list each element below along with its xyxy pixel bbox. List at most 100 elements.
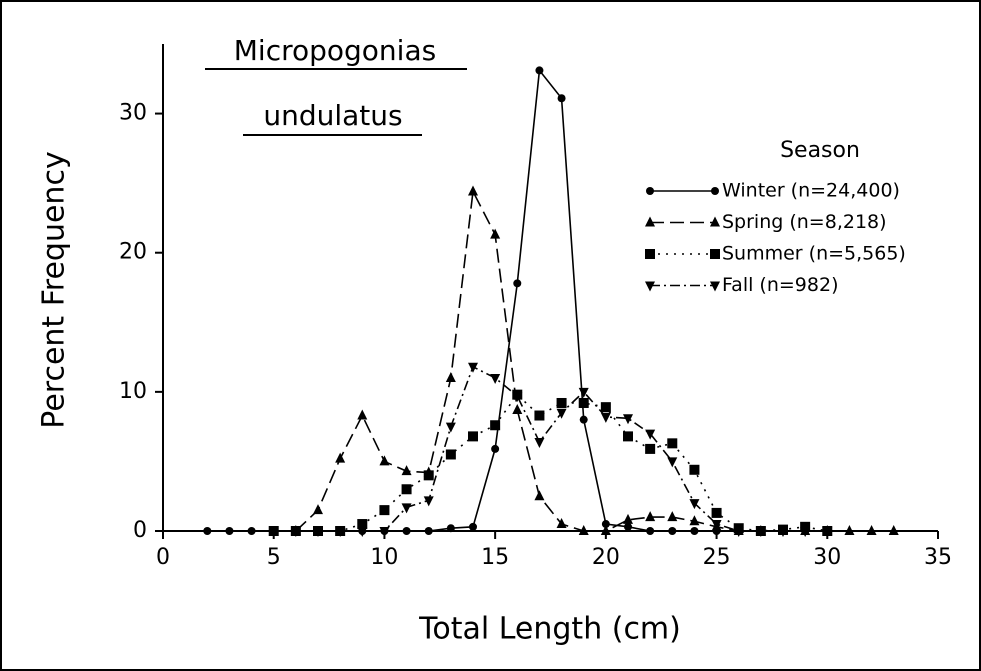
marker <box>268 526 279 536</box>
marker <box>225 527 234 535</box>
marker <box>866 525 877 535</box>
marker <box>711 507 722 518</box>
marker <box>844 525 855 535</box>
marker <box>335 452 346 463</box>
marker <box>624 522 632 531</box>
marker <box>689 499 700 510</box>
marker <box>491 444 500 453</box>
marker <box>689 515 700 526</box>
y-tick-label: 30 <box>119 101 147 126</box>
legend-label: Summer (n=5,565) <box>722 243 906 265</box>
marker <box>535 66 544 75</box>
marker <box>601 520 610 529</box>
marker <box>490 228 501 239</box>
marker <box>445 422 456 433</box>
marker <box>579 415 588 424</box>
marker <box>667 511 678 522</box>
marker <box>512 403 523 414</box>
marker <box>668 527 677 535</box>
marker <box>534 437 545 448</box>
marker <box>423 470 434 481</box>
x-tick-label: 0 <box>156 545 170 570</box>
marker <box>822 527 833 537</box>
legend-title: Season <box>780 138 860 163</box>
marker <box>445 449 456 460</box>
x-tick-label: 35 <box>924 545 952 570</box>
y-axis-label: Percent Frequency <box>37 151 72 428</box>
marker <box>445 371 456 382</box>
marker <box>490 420 501 431</box>
marker <box>534 490 545 501</box>
marker <box>534 410 545 421</box>
marker <box>313 527 323 537</box>
marker <box>513 279 522 288</box>
marker <box>600 412 611 423</box>
marker <box>313 504 323 515</box>
marker <box>556 518 567 529</box>
marker <box>645 443 656 454</box>
x-tick-label: 20 <box>592 545 620 570</box>
marker <box>667 438 678 449</box>
marker <box>468 185 478 196</box>
marker <box>556 408 567 419</box>
marker <box>203 527 212 535</box>
x-axis-label: Total Length (cm) <box>418 612 681 647</box>
x-tick-label: 5 <box>267 545 281 570</box>
marker <box>379 527 390 537</box>
legend-label: Spring (n=8,218) <box>722 211 887 233</box>
marker <box>646 527 655 535</box>
marker <box>402 527 411 535</box>
series-line <box>295 365 828 532</box>
marker <box>379 505 390 516</box>
marker <box>623 414 633 425</box>
marker <box>490 373 501 384</box>
marker <box>423 496 434 507</box>
marker <box>733 527 744 537</box>
marker <box>557 94 566 103</box>
marker <box>335 527 346 537</box>
marker <box>578 387 589 398</box>
x-tick-label: 25 <box>703 545 731 570</box>
marker <box>401 465 412 476</box>
marker <box>755 527 766 537</box>
marker <box>357 527 368 537</box>
marker <box>379 455 390 466</box>
legend-marker <box>710 281 720 292</box>
marker <box>800 521 811 532</box>
marker <box>446 524 455 533</box>
marker <box>468 362 478 373</box>
marker <box>401 503 412 514</box>
marker <box>600 525 611 535</box>
y-tick-label: 10 <box>119 379 147 404</box>
legend-label: Fall (n=982) <box>722 274 838 296</box>
marker <box>888 525 899 535</box>
marker <box>645 429 656 440</box>
marker <box>247 527 256 535</box>
series-line <box>295 188 894 532</box>
legend-label: Winter (n=24,400) <box>722 180 900 202</box>
marker <box>690 527 699 535</box>
chart-title: undulatus <box>263 99 402 132</box>
marker <box>512 392 523 403</box>
marker <box>424 527 433 535</box>
chart-title: Micropogonias <box>234 34 436 67</box>
legend-marker <box>710 249 720 259</box>
x-tick-label: 30 <box>813 545 841 570</box>
marker <box>469 522 477 531</box>
marker <box>578 397 589 408</box>
y-tick-label: 0 <box>133 518 147 543</box>
marker <box>711 520 722 531</box>
marker <box>578 525 589 535</box>
marker <box>623 513 633 524</box>
marker <box>800 527 811 537</box>
marker <box>357 519 368 530</box>
legend-marker <box>646 187 654 195</box>
legend-marker <box>645 281 655 292</box>
marker <box>689 464 700 475</box>
x-tick-label: 10 <box>370 545 398 570</box>
marker <box>778 527 788 537</box>
marker <box>401 484 412 495</box>
x-tick-label: 15 <box>481 545 509 570</box>
